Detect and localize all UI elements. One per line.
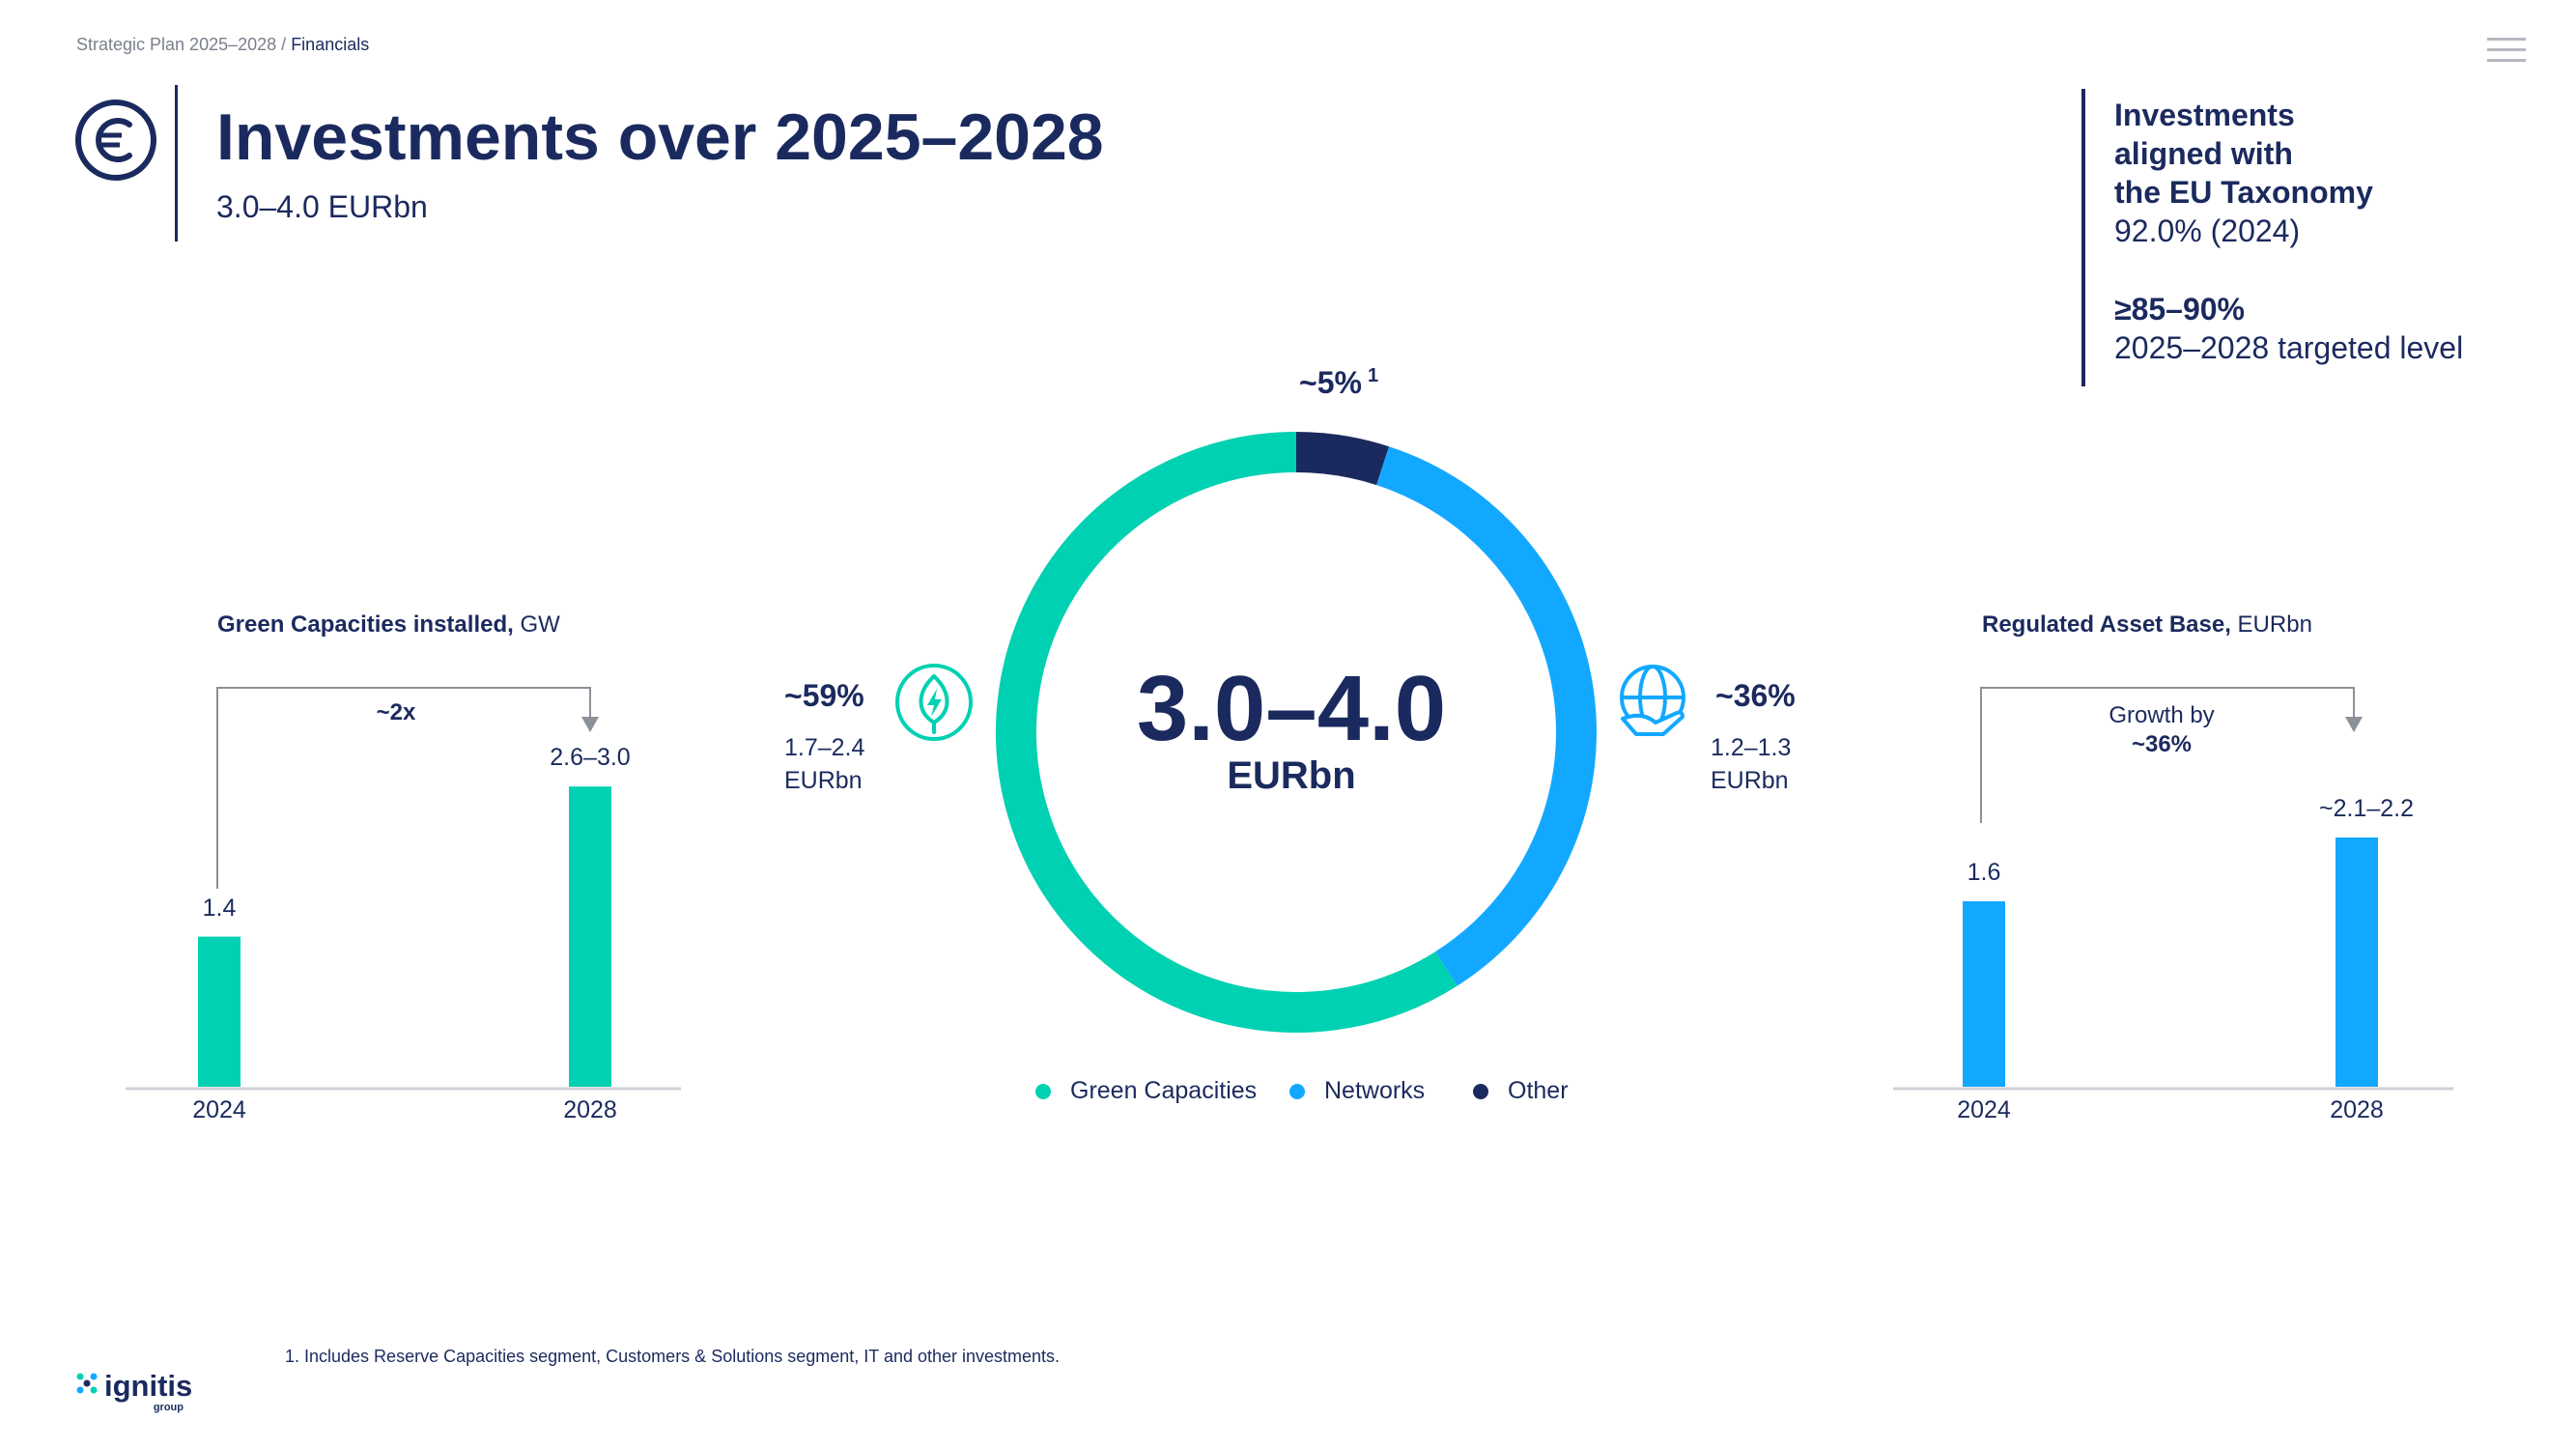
page-title: Investments over 2025–2028 bbox=[216, 100, 1104, 174]
green-growth-bracket bbox=[216, 687, 591, 889]
green-share-label: ~59% bbox=[784, 678, 864, 713]
green-bar-2028 bbox=[569, 786, 611, 1087]
green-chart-title: Green Capacities installed, GW bbox=[217, 611, 560, 639]
rab-tick-2028: 2028 bbox=[2330, 1096, 2384, 1123]
green-capacity-chart bbox=[126, 687, 681, 1091]
green-value-label-2024: 1.4 bbox=[202, 894, 237, 922]
rab-bar-2028 bbox=[2335, 838, 2378, 1087]
breadcrumb: Strategic Plan 2025–2028 / Financials bbox=[76, 35, 369, 55]
rab-growth-annotation-line1: Growth by bbox=[2109, 702, 2215, 728]
donut-center-unit: EURbn bbox=[1227, 754, 1356, 797]
legend-dot-green bbox=[1035, 1083, 1051, 1099]
breadcrumb-separator: / bbox=[276, 35, 292, 54]
euro-circle-icon bbox=[75, 99, 156, 181]
donut-segment-other bbox=[1295, 432, 1390, 486]
green-chart-unit: GW bbox=[520, 611, 560, 638]
legend-dot-networks bbox=[1289, 1083, 1305, 1099]
donut-segment-networks bbox=[1376, 446, 1597, 986]
donut-center-value: 3.0–4.0 bbox=[1136, 657, 1447, 760]
rab-value-label-2024: 1.6 bbox=[1967, 859, 2001, 886]
globe-hand-icon bbox=[1620, 665, 1685, 736]
taxonomy-divider bbox=[2081, 89, 2085, 386]
green-tick-2028: 2028 bbox=[563, 1096, 617, 1123]
networks-range-unit: EURbn bbox=[1711, 767, 1789, 794]
green-range-label: 1.7–2.4 bbox=[784, 734, 865, 761]
rab-growth-arrowhead bbox=[2345, 717, 2363, 732]
green-range-unit: EURbn bbox=[784, 767, 863, 794]
breadcrumb-current[interactable]: Financials bbox=[291, 35, 370, 54]
green-value-label-2028: 2.6–3.0 bbox=[550, 744, 631, 772]
other-share-value: ~5% bbox=[1299, 365, 1362, 400]
rab-tick-2024: 2024 bbox=[1957, 1096, 2011, 1123]
page-subtitle: 3.0–4.0 EURbn bbox=[216, 189, 428, 224]
investment-donut bbox=[996, 432, 1597, 1033]
rab-chart-title: Regulated Asset Base, EURbn bbox=[1982, 611, 2312, 639]
taxonomy-target-label: 2025–2028 targeted level bbox=[2114, 330, 2464, 365]
logo-mark-icon bbox=[76, 1373, 98, 1394]
taxonomy-actual: 92.0% (2024) bbox=[2114, 213, 2301, 248]
taxonomy-heading-line1: Investments bbox=[2114, 98, 2295, 132]
networks-range-label: 1.2–1.3 bbox=[1711, 734, 1792, 761]
rab-growth-annotation-line2: ~36% bbox=[2131, 731, 2193, 757]
rab-chart-title-text: Regulated Asset Base, bbox=[1982, 611, 2231, 638]
other-footnote-ref: 1 bbox=[1367, 365, 1379, 387]
rab-growth-bracket bbox=[1980, 687, 2355, 823]
networks-share-label: ~36% bbox=[1715, 678, 1796, 713]
taxonomy-heading-line2: aligned with bbox=[2114, 136, 2293, 171]
donut-segment-green-capacities bbox=[996, 432, 1458, 1033]
legend-dot-other bbox=[1473, 1083, 1488, 1099]
rab-chart bbox=[1893, 687, 2453, 1091]
legend-label-networks: Networks bbox=[1324, 1077, 1426, 1104]
menu-icon[interactable] bbox=[2487, 38, 2526, 63]
legend-item-other: Other bbox=[1473, 1077, 1569, 1105]
taxonomy-target-value: ≥85–90% bbox=[2114, 292, 2245, 327]
title-divider bbox=[175, 85, 178, 242]
logo-wordmark: ignitis bbox=[104, 1372, 192, 1403]
donut-segments bbox=[996, 432, 1597, 1033]
green-tick-2024: 2024 bbox=[192, 1096, 246, 1123]
ignitis-logo: ignitis group bbox=[76, 1369, 192, 1413]
taxonomy-heading-line3: the EU Taxonomy bbox=[2114, 175, 2373, 210]
logo-sub: group bbox=[154, 1402, 184, 1413]
green-growth-arrowhead bbox=[581, 717, 599, 732]
leaf-bolt-icon bbox=[895, 664, 973, 741]
green-growth-annotation: ~2x bbox=[376, 699, 416, 725]
legend-item-green: Green Capacities bbox=[1035, 1077, 1257, 1105]
legend-label-green: Green Capacities bbox=[1070, 1077, 1258, 1104]
other-share-label: ~5% 1 bbox=[1299, 365, 1378, 401]
green-chart-title-text: Green Capacities installed, bbox=[217, 611, 514, 638]
green-bar-2024 bbox=[198, 936, 241, 1087]
rab-bar-2024 bbox=[1963, 901, 2005, 1087]
rab-value-label-2028: ~2.1–2.2 bbox=[2318, 795, 2414, 822]
footnote: 1. Includes Reserve Capacities segment, … bbox=[285, 1347, 1061, 1366]
rab-chart-unit: EURbn bbox=[2237, 611, 2312, 638]
legend-label-other: Other bbox=[1508, 1077, 1569, 1104]
breadcrumb-parent[interactable]: Strategic Plan 2025–2028 bbox=[76, 35, 277, 54]
legend-item-networks: Networks bbox=[1289, 1077, 1425, 1105]
company-logo[interactable]: ignitis group bbox=[75, 1369, 211, 1430]
